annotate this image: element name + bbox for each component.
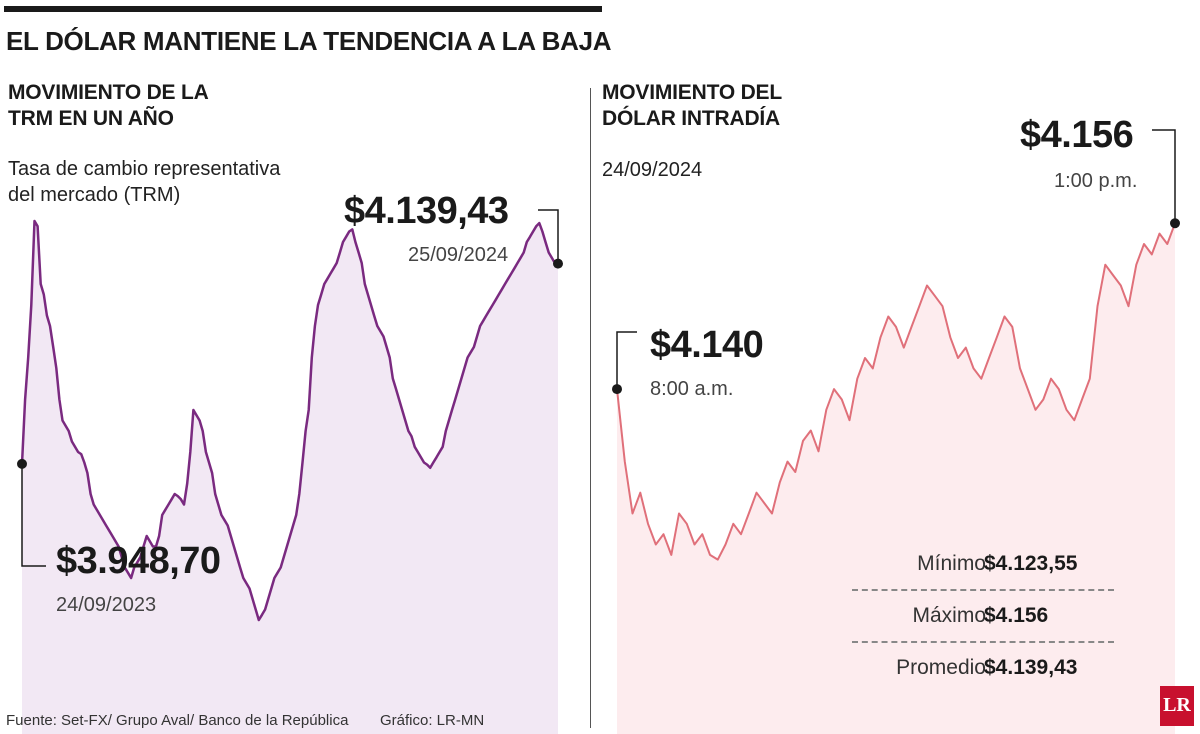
right-close-leader bbox=[1152, 129, 1176, 224]
right-title-line-1: MOVIMIENTO DEL bbox=[602, 81, 782, 104]
right-open-leader bbox=[616, 331, 637, 390]
right-close-value: $4.156 bbox=[1020, 114, 1134, 156]
left-subtitle-line-2: del mercado (TRM) bbox=[8, 184, 181, 206]
right-close-time: 1:00 p.m. bbox=[1054, 170, 1138, 192]
graphic-credit: Gráfico: LR-MN bbox=[380, 712, 485, 729]
stat-value: $4.123,55 bbox=[984, 552, 1078, 575]
left-series-line bbox=[20, 219, 559, 622]
right-series-line bbox=[616, 222, 1176, 561]
stat-label: Mínimo bbox=[917, 552, 986, 575]
left-end-value: $4.139,43 bbox=[344, 190, 509, 232]
lr-logo: LR bbox=[1160, 686, 1194, 726]
left-start-leader bbox=[21, 463, 46, 567]
left-start-value: $3.948,70 bbox=[56, 540, 221, 582]
left-chart-subtitle: Tasa de cambio representativa del mercad… bbox=[8, 156, 280, 208]
right-area-fill bbox=[617, 223, 1175, 734]
stat-row-max: Máximo $4.156 bbox=[850, 604, 1116, 644]
left-subtitle-line-1: Tasa de cambio representativa bbox=[8, 158, 281, 180]
left-title-line-1: MOVIMIENTO DE LA bbox=[8, 81, 209, 104]
right-title-line-2: DÓLAR INTRADÍA bbox=[602, 107, 781, 130]
right-open-time: 8:00 a.m. bbox=[650, 378, 734, 400]
top-rule bbox=[4, 6, 602, 12]
right-open-point bbox=[612, 384, 622, 395]
left-title-line-2: TRM EN UN AÑO bbox=[8, 107, 174, 130]
left-end-leader bbox=[538, 209, 559, 264]
left-start-date: 24/09/2023 bbox=[56, 594, 157, 616]
section-divider bbox=[590, 88, 591, 728]
stat-row-min: Mínimo $4.123,55 bbox=[850, 552, 1116, 592]
stat-value: $4.139,43 bbox=[984, 656, 1078, 679]
right-chart-title: MOVIMIENTO DEL DÓLAR INTRADÍA bbox=[602, 80, 782, 132]
right-open-value: $4.140 bbox=[650, 324, 764, 366]
left-start-point bbox=[17, 458, 27, 469]
stat-row-avg: Promedio $4.139,43 bbox=[850, 656, 1116, 696]
left-area-fill bbox=[22, 221, 558, 734]
left-end-point bbox=[553, 258, 563, 269]
stat-divider bbox=[852, 589, 1114, 591]
right-close-point bbox=[1170, 218, 1180, 229]
right-chart-date: 24/09/2024 bbox=[602, 159, 703, 181]
left-chart-title: MOVIMIENTO DE LA TRM EN UN AÑO bbox=[8, 80, 209, 132]
headline: EL DÓLAR MANTIENE LA TENDENCIA A LA BAJA bbox=[6, 26, 612, 56]
stat-value: $4.156 bbox=[984, 604, 1049, 627]
stat-label: Promedio bbox=[896, 656, 986, 679]
source-note: Fuente: Set-FX/ Grupo Aval/ Banco de la … bbox=[6, 712, 349, 729]
stat-label: Máximo bbox=[912, 604, 986, 627]
stat-divider bbox=[852, 641, 1114, 643]
left-end-date: 25/09/2024 bbox=[408, 244, 509, 266]
